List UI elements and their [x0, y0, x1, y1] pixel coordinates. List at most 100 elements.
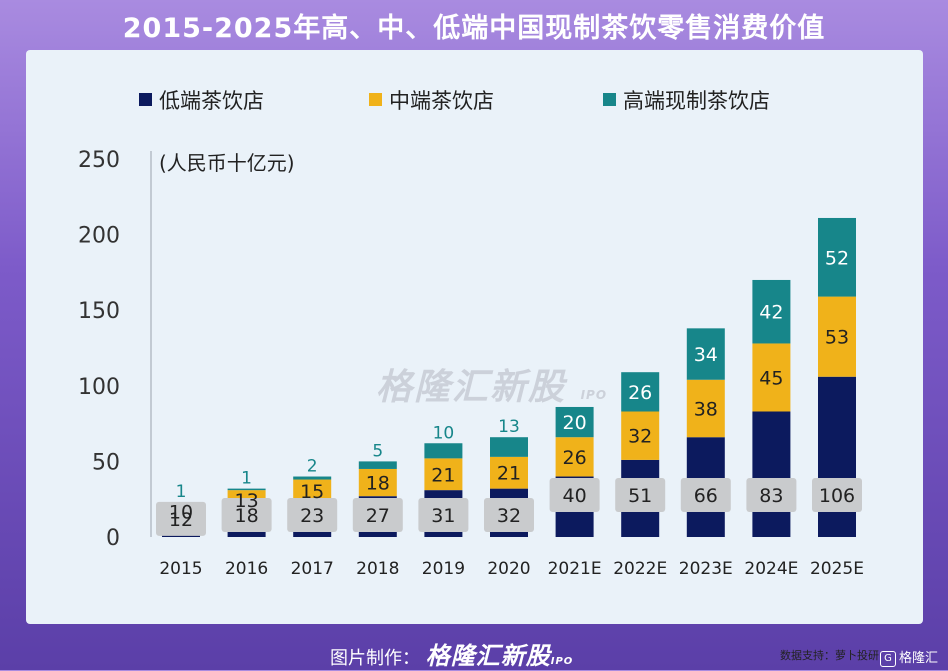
- bar-segment-high: [621, 372, 660, 412]
- bar-segment-high: [293, 476, 332, 480]
- data-label-low: 18: [235, 505, 259, 527]
- bar-segment-mid: [358, 468, 397, 497]
- data-label-low: 51: [628, 485, 652, 507]
- x-tick-label: 2024E: [744, 559, 798, 579]
- legend-label: 低端茶饮店: [159, 89, 264, 113]
- y-unit-label: (人民币十亿元): [159, 151, 295, 175]
- footer-credit: 图片制作： 格隆汇新股IPO: [330, 636, 573, 671]
- footer-brand: 格隆汇新股IPO: [425, 642, 574, 670]
- bar-segment-mid: [490, 456, 528, 489]
- data-label-mid: 10: [169, 501, 193, 523]
- data-label-mid: 13: [235, 490, 259, 512]
- data-label-box: [812, 478, 862, 512]
- chart-card: 0 50 100 150 200 250 (人民币十亿元) 低端茶饮店 中端茶饮店 高端现制茶饮店…: [26, 50, 923, 662]
- data-label-low: 27: [366, 505, 390, 527]
- bar-segment-mid: [818, 296, 856, 377]
- data-label-mid: 26: [563, 447, 587, 469]
- data-label-high: 10: [433, 423, 455, 443]
- data-label-high: 1: [241, 469, 252, 489]
- y-tick-label: 100: [78, 375, 120, 400]
- bar-segment-mid: [555, 437, 594, 477]
- data-source: 数据支持：萝卜投研: [780, 649, 879, 662]
- data-label-high: 42: [759, 302, 783, 324]
- x-tick-label: 2019: [422, 559, 465, 579]
- x-tick-label: 2018: [356, 559, 399, 579]
- data-label-high: 1: [176, 482, 187, 502]
- corner-logo: G 格隆汇: [879, 647, 938, 667]
- legend-label: 中端茶饮店: [389, 89, 494, 113]
- data-label-box: [287, 498, 338, 532]
- x-tick-label: 2017: [291, 559, 334, 579]
- y-tick-label: 0: [106, 526, 120, 551]
- bar-segment-high: [424, 443, 463, 459]
- x-tick-label: 2023E: [679, 559, 733, 579]
- watermark: 格隆汇新股 IPO: [376, 367, 608, 408]
- legend-swatch: [369, 93, 382, 106]
- legend-swatch: [603, 93, 616, 106]
- data-label-high: 2: [307, 457, 318, 477]
- bar-segment-high: [227, 488, 266, 491]
- y-tick-label: 150: [78, 299, 120, 324]
- data-label-high: 13: [498, 417, 520, 437]
- x-tick-label: 2015: [159, 559, 202, 579]
- data-label-box: [615, 478, 666, 512]
- data-label-mid: 53: [825, 327, 849, 349]
- bar-segment-mid: [686, 379, 725, 438]
- bar-segment-mid: [293, 479, 332, 503]
- data-label-box: [680, 478, 731, 512]
- bar-segment-low: [818, 376, 856, 537]
- data-label-high: 20: [563, 412, 587, 434]
- bar-segment-mid: [752, 343, 791, 412]
- bar-segment-low: [752, 411, 791, 537]
- data-label-high: 5: [372, 441, 383, 461]
- bar-segment-high: [490, 437, 528, 457]
- stacked-bar-chart: 0 50 100 150 200 250 (人民币十亿元) 低端茶饮店 中端茶饮店 高端现制茶饮店…: [78, 89, 864, 579]
- bar-segment-high: [752, 279, 791, 344]
- data-label-high: 52: [825, 247, 849, 269]
- page-title: 2015-2025年高、中、低端中国现制茶饮零售消费价值: [122, 13, 826, 44]
- data-label-mid: 21: [431, 464, 455, 486]
- data-label-box: [484, 498, 534, 532]
- data-label-low: 40: [563, 485, 587, 507]
- bar-segment-high: [686, 328, 725, 380]
- data-label-box: [221, 498, 272, 532]
- data-label-low: 32: [497, 505, 521, 527]
- bar-segment-high: [818, 217, 856, 297]
- bar-segment-mid: [424, 458, 463, 491]
- x-tick-label: 2025E: [810, 559, 864, 579]
- x-tick-label: 2022E: [613, 559, 667, 579]
- data-label-box: [352, 498, 403, 532]
- y-tick-label: 200: [78, 224, 120, 249]
- data-label-low: 106: [819, 485, 855, 507]
- data-label-mid: 15: [300, 481, 324, 503]
- legend-label: 高端现制茶饮店: [623, 89, 770, 113]
- y-tick-label: 250: [78, 148, 120, 173]
- data-label-mid: 21: [497, 463, 521, 485]
- data-label-box: [746, 478, 797, 512]
- bar-segment-mid: [621, 411, 660, 460]
- data-label-box: [156, 501, 206, 536]
- y-tick-label: 50: [92, 450, 120, 475]
- data-label-low: 83: [759, 485, 783, 507]
- data-label-box: [549, 478, 600, 512]
- bar-segment-high: [358, 461, 397, 469]
- x-tick-label: 2016: [225, 559, 268, 579]
- bar-segment-high: [555, 406, 594, 438]
- data-label-high: 26: [628, 382, 652, 404]
- footer-prefix: 图片制作：: [330, 648, 420, 669]
- data-label-low: 23: [300, 505, 324, 527]
- legend-swatch: [139, 93, 152, 106]
- corner-logo-text: 格隆汇: [898, 651, 938, 666]
- x-tick-label: 2021E: [548, 559, 602, 579]
- data-label-low: 31: [431, 505, 455, 527]
- data-label-high: 34: [694, 344, 718, 366]
- data-label-low: 12: [169, 509, 193, 531]
- logo-icon: G: [879, 650, 896, 667]
- x-tick-label: 2020: [487, 559, 530, 579]
- data-label-mid: 38: [694, 398, 718, 420]
- data-label-low: 66: [694, 485, 718, 507]
- data-label-mid: 18: [366, 473, 390, 495]
- data-label-mid: 45: [759, 367, 783, 389]
- data-label-mid: 32: [628, 426, 652, 448]
- data-label-box: [418, 498, 469, 532]
